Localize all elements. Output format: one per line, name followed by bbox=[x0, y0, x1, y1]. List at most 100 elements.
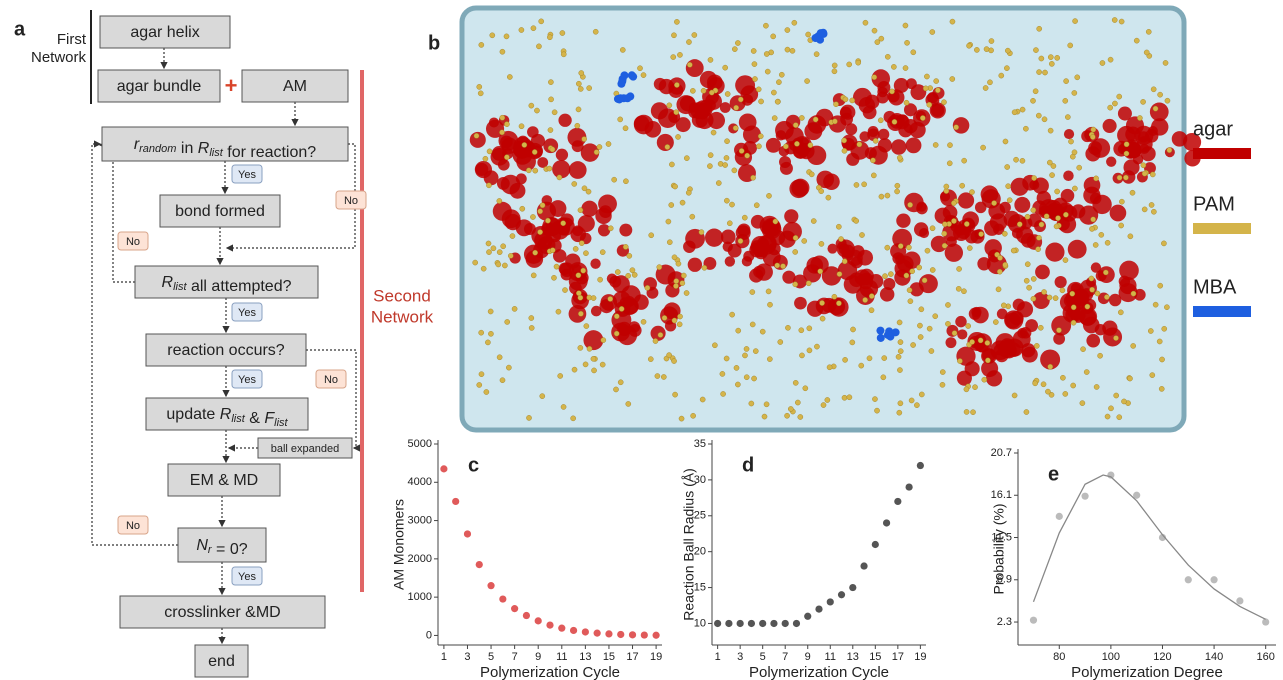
x-tick-label: 5 bbox=[488, 651, 494, 663]
point bbox=[535, 617, 542, 624]
atom bbox=[1124, 142, 1129, 147]
atom bbox=[721, 391, 726, 396]
badge-label: No bbox=[344, 195, 358, 207]
atom bbox=[954, 125, 959, 130]
atom bbox=[897, 320, 902, 325]
atom bbox=[1060, 288, 1065, 293]
atom bbox=[575, 123, 580, 128]
atom bbox=[906, 138, 922, 154]
atom bbox=[793, 380, 798, 385]
atom bbox=[898, 349, 903, 354]
atom bbox=[827, 365, 832, 370]
atom bbox=[767, 302, 772, 307]
atom bbox=[1165, 98, 1170, 103]
atom bbox=[1037, 26, 1042, 31]
x-axis-label: Polymerization Degree bbox=[1071, 664, 1223, 680]
atom bbox=[944, 184, 949, 189]
atom bbox=[536, 44, 541, 49]
atom bbox=[552, 110, 557, 115]
atom bbox=[504, 155, 509, 160]
atom bbox=[1121, 399, 1126, 404]
atom bbox=[768, 243, 781, 256]
atom bbox=[772, 115, 777, 120]
atom bbox=[723, 162, 728, 167]
atom bbox=[1140, 99, 1145, 104]
atom bbox=[1045, 243, 1064, 262]
atom bbox=[892, 119, 897, 124]
atom bbox=[794, 297, 807, 310]
network-label: Network bbox=[371, 307, 434, 326]
atom bbox=[742, 215, 747, 220]
atom bbox=[1094, 384, 1099, 389]
point bbox=[440, 465, 447, 472]
atom bbox=[1091, 217, 1096, 222]
atom bbox=[847, 395, 852, 400]
point bbox=[1185, 576, 1192, 583]
atom bbox=[1031, 207, 1036, 212]
point bbox=[617, 631, 624, 638]
node-text: & bbox=[245, 410, 265, 427]
point bbox=[815, 606, 822, 613]
atom bbox=[1110, 205, 1127, 222]
atom bbox=[569, 161, 587, 179]
atom bbox=[1000, 202, 1011, 213]
atom bbox=[898, 340, 903, 345]
atom bbox=[671, 54, 676, 59]
atom bbox=[1167, 148, 1172, 153]
point bbox=[737, 620, 744, 627]
atom bbox=[1090, 193, 1101, 204]
arrow bbox=[306, 350, 356, 448]
panel-label: c bbox=[468, 454, 479, 476]
panel-label: b bbox=[428, 32, 440, 54]
node-text: end bbox=[208, 653, 235, 670]
x-tick-label: 15 bbox=[603, 651, 615, 663]
atom bbox=[1020, 107, 1025, 112]
atom bbox=[972, 385, 977, 390]
atom bbox=[987, 80, 992, 85]
legend-swatch bbox=[1193, 223, 1251, 234]
atom bbox=[618, 117, 623, 122]
atom bbox=[606, 141, 611, 146]
atom bbox=[809, 172, 814, 177]
atom bbox=[474, 133, 479, 138]
atom bbox=[1151, 209, 1156, 214]
atom bbox=[850, 98, 855, 103]
atom bbox=[1033, 381, 1038, 386]
atom bbox=[641, 72, 646, 77]
atom bbox=[651, 326, 666, 341]
atom bbox=[785, 325, 790, 330]
x-tick-label: 9 bbox=[805, 651, 811, 663]
point bbox=[725, 620, 732, 627]
atom bbox=[867, 356, 872, 361]
point bbox=[511, 605, 518, 612]
x-tick-label: 17 bbox=[626, 651, 638, 663]
atom bbox=[666, 219, 671, 224]
atom bbox=[1137, 115, 1142, 120]
atom bbox=[918, 334, 923, 339]
atom bbox=[766, 289, 771, 294]
x-tick-label: 11 bbox=[556, 651, 567, 663]
atom bbox=[842, 138, 847, 143]
atom bbox=[806, 281, 811, 286]
atom bbox=[486, 241, 491, 246]
atom bbox=[920, 115, 925, 120]
atom bbox=[1071, 305, 1076, 310]
badge-label: Yes bbox=[238, 307, 256, 319]
atom bbox=[1036, 235, 1041, 240]
atom bbox=[753, 349, 758, 354]
atom bbox=[475, 161, 492, 178]
atom bbox=[709, 90, 714, 95]
atom bbox=[562, 287, 567, 292]
atom bbox=[1105, 240, 1110, 245]
atom bbox=[479, 372, 484, 377]
atom bbox=[645, 121, 662, 138]
atom bbox=[908, 299, 913, 304]
atom bbox=[1051, 163, 1056, 168]
atom bbox=[695, 100, 712, 117]
atom bbox=[947, 161, 952, 166]
atom bbox=[940, 382, 945, 387]
atom bbox=[1012, 110, 1017, 115]
atom bbox=[626, 92, 634, 100]
atom bbox=[1056, 328, 1061, 333]
atom bbox=[903, 23, 908, 28]
